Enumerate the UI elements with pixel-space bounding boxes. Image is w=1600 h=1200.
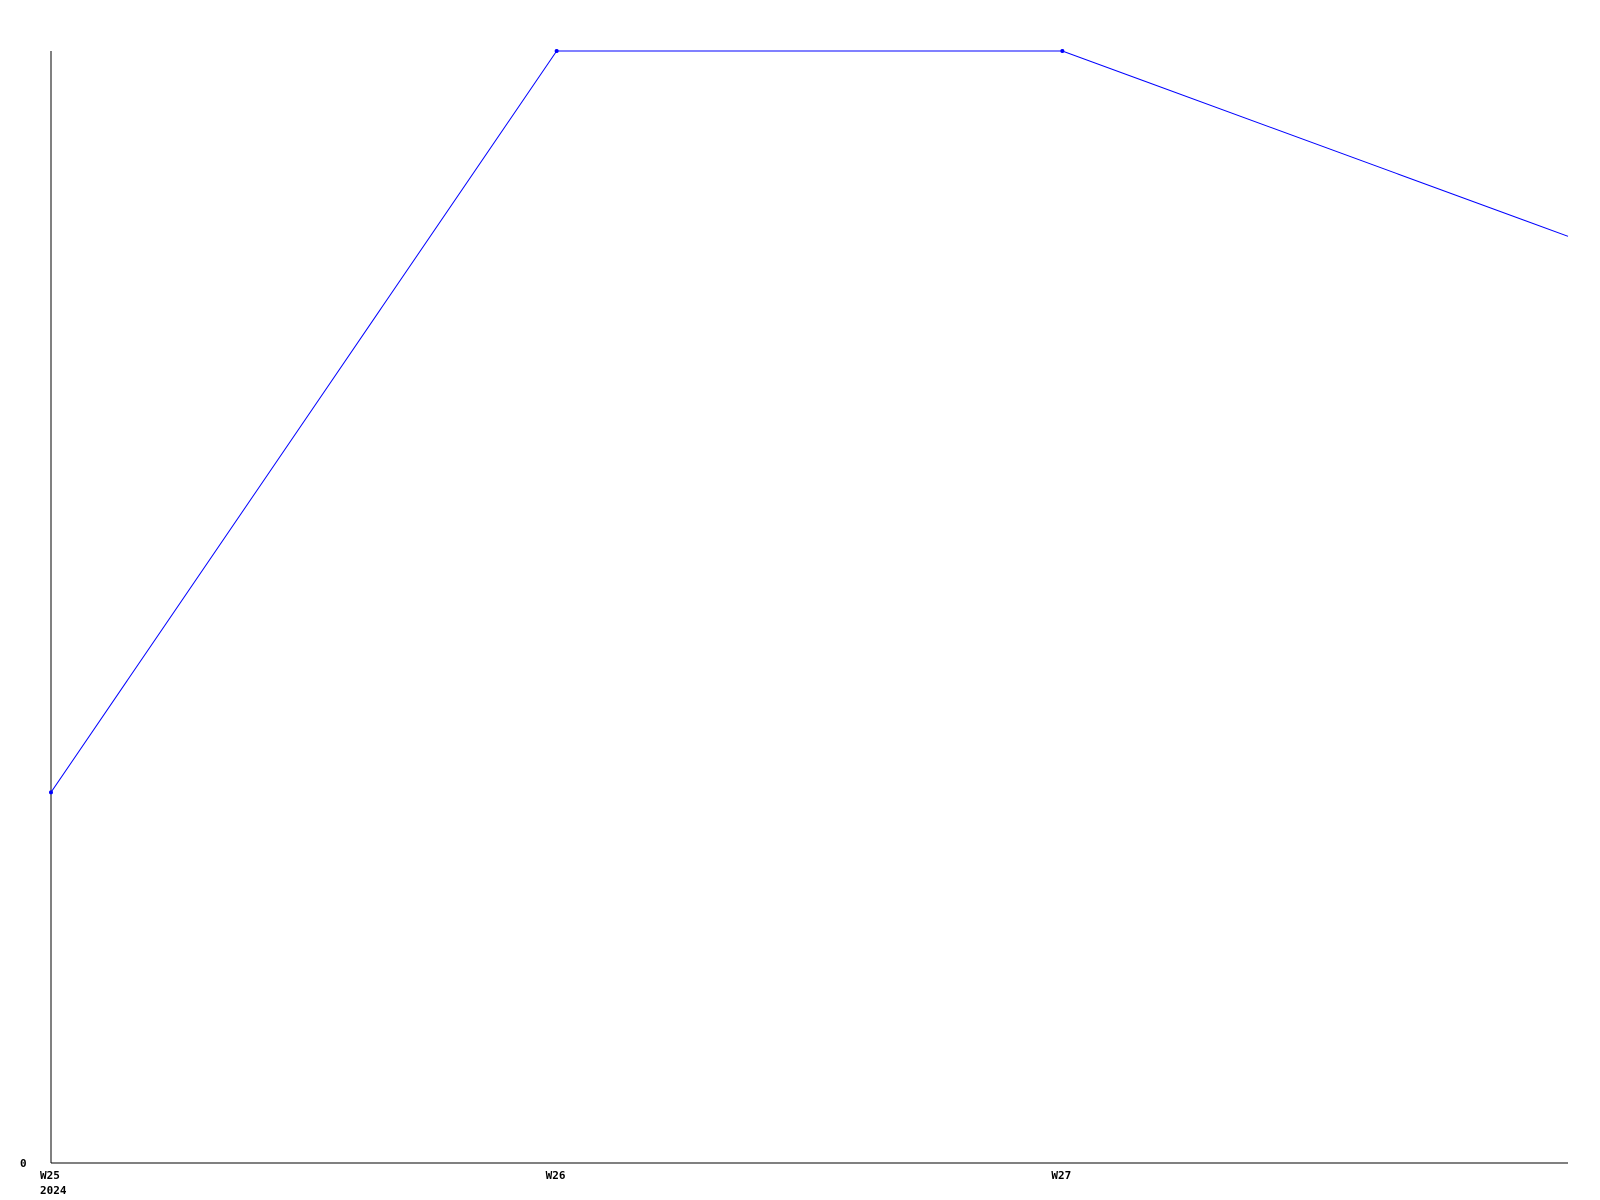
data-point	[1060, 49, 1065, 53]
data-point	[49, 790, 53, 795]
data-point	[554, 49, 559, 53]
x-tick-label: W25	[40, 1169, 60, 1182]
x-tick-label: W26	[546, 1169, 566, 1182]
x-tick-label: W27	[1051, 1169, 1071, 1182]
x-year-label: 2024	[40, 1184, 67, 1197]
y-tick-label: 0	[20, 1157, 27, 1170]
series-line	[50, 50, 1569, 793]
